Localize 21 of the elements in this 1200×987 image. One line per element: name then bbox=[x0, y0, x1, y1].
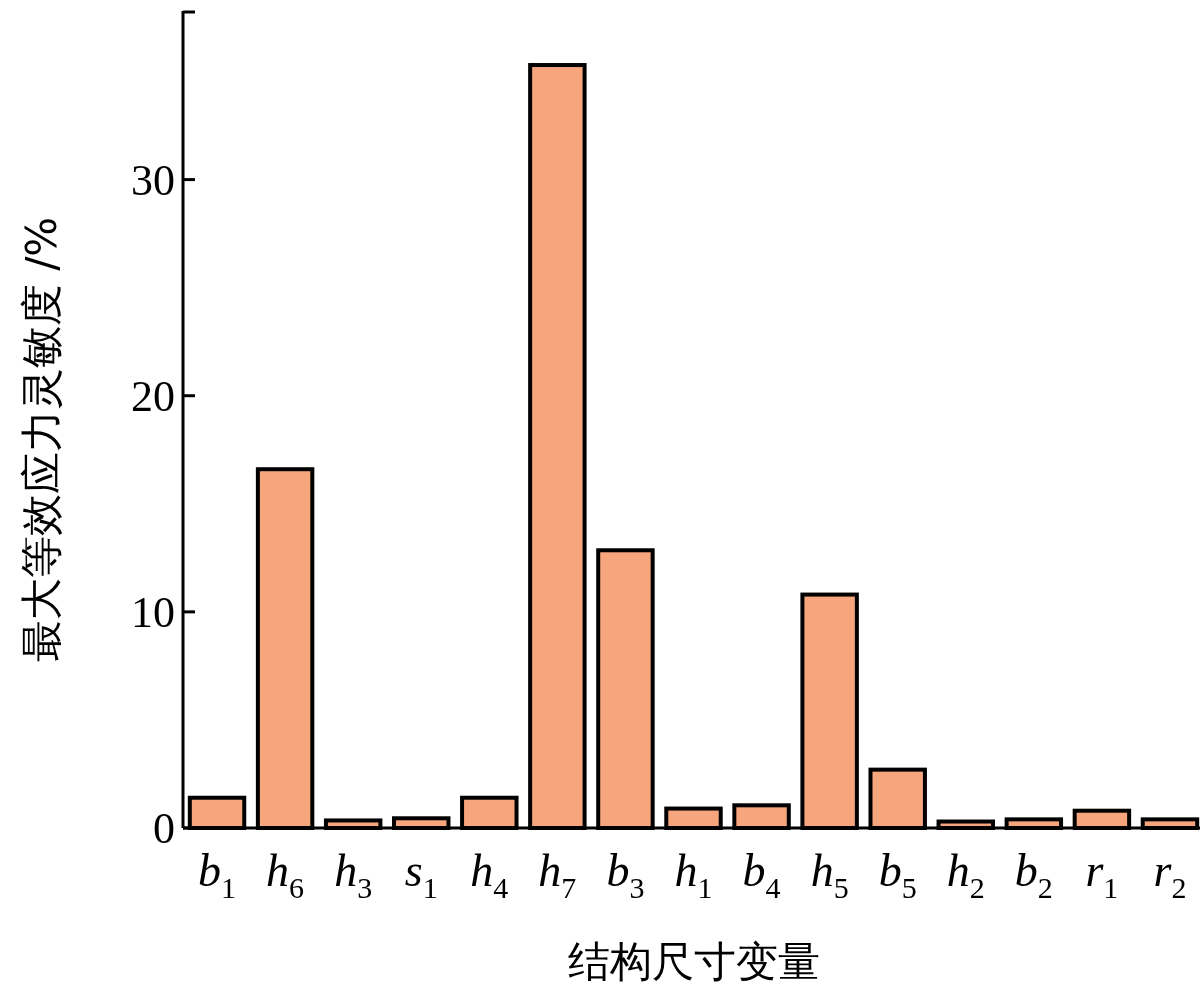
x-tick-label: b$_{1}$ bbox=[198, 845, 237, 904]
x-tick-label: h$_{3}$ bbox=[334, 845, 373, 904]
x-tick-label: b$_{4}$ bbox=[742, 845, 781, 904]
y-axis-title: 最大等效应力灵敏度 /% bbox=[17, 216, 66, 663]
y-tick-label: 20 bbox=[131, 372, 175, 422]
y-tick-label: 0 bbox=[153, 804, 175, 854]
x-tick-label: b$_{5}$ bbox=[878, 845, 917, 904]
x-tick-label: b$_{2}$ bbox=[1014, 845, 1053, 904]
x-tick-label: h$_{2}$ bbox=[946, 845, 985, 904]
x-tick-label: h$_{7}$ bbox=[538, 845, 577, 904]
x-tick-label: h$_{4}$ bbox=[470, 845, 509, 904]
x-tick-label: b$_{3}$ bbox=[606, 845, 645, 904]
y-tick-label: 30 bbox=[131, 155, 175, 205]
x-tick-label: h$_{6}$ bbox=[266, 845, 305, 904]
x-tick-label: s$_{1}$ bbox=[404, 845, 438, 904]
y-tick-label: 10 bbox=[131, 588, 175, 638]
x-tick-label: h$_{5}$ bbox=[810, 845, 849, 904]
x-tick-label: r$_{2}$ bbox=[1153, 845, 1187, 904]
x-axis-title: 结构尺寸变量 bbox=[567, 937, 820, 986]
x-tick-label: r$_{1}$ bbox=[1085, 845, 1119, 904]
x-tick-label: h$_{1}$ bbox=[674, 845, 713, 904]
